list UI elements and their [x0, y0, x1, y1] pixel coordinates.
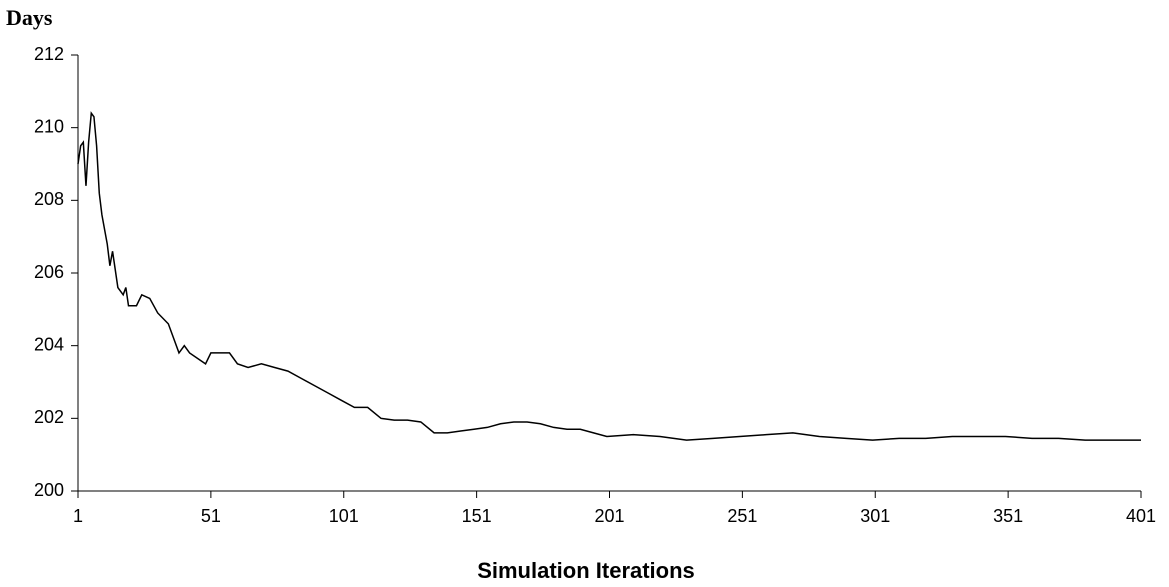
- x-tick-label: 51: [201, 506, 221, 526]
- y-tick-label: 210: [34, 116, 64, 136]
- x-tick-label: 351: [993, 506, 1023, 526]
- x-tick-label: 301: [860, 506, 890, 526]
- y-tick-label: 200: [34, 480, 64, 500]
- x-tick-label: 101: [329, 506, 359, 526]
- x-tick-label: 151: [462, 506, 492, 526]
- y-axis-label: Days: [6, 5, 53, 30]
- x-tick-label: 251: [727, 506, 757, 526]
- data-line: [77, 111, 1141, 441]
- x-tick-label: 401: [1126, 506, 1156, 526]
- x-axis-label: Simulation Iterations: [477, 558, 695, 583]
- x-tick-label: 201: [594, 506, 624, 526]
- y-tick-label: 202: [34, 407, 64, 427]
- y-tick-label: 208: [34, 189, 64, 209]
- y-tick-label: 212: [34, 44, 64, 64]
- y-tick-label: 206: [34, 262, 64, 282]
- x-tick-label: 1: [73, 506, 83, 526]
- y-tick-label: 204: [34, 334, 64, 354]
